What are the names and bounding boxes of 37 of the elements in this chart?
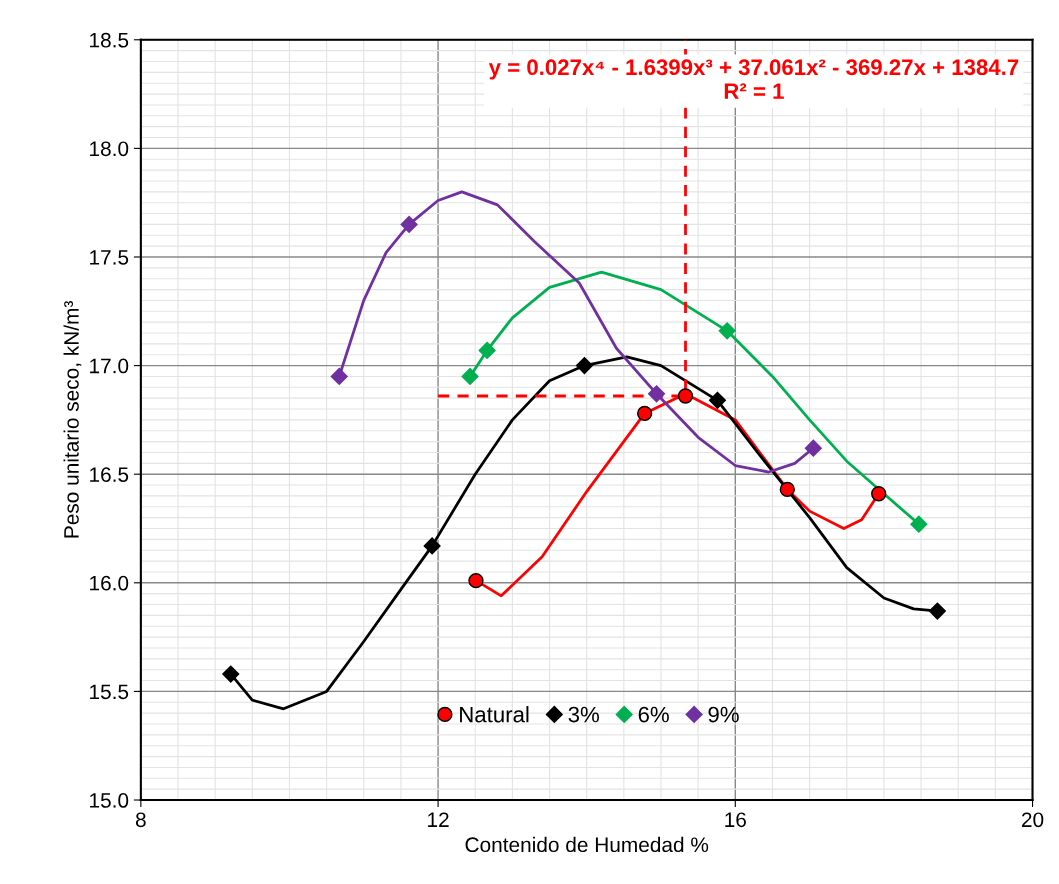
point bbox=[871, 486, 887, 502]
point bbox=[779, 481, 795, 498]
legend-label: 6% bbox=[638, 706, 669, 723]
point bbox=[708, 391, 727, 409]
annotation: y = 0.027x⁴ - 1.6399x³ + 37.061x² - 369.27x + 1384.7 R² = 1 bbox=[488, 59, 1019, 99]
point bbox=[637, 405, 653, 422]
x-tick-label: 8 bbox=[135, 812, 146, 828]
x-tick-label: 16 bbox=[725, 812, 746, 828]
point bbox=[468, 572, 484, 589]
y-tick-label: 16.5 bbox=[90, 467, 129, 482]
x-tick-label: 20 bbox=[1021, 812, 1044, 828]
x-tick-label: 12 bbox=[428, 812, 449, 827]
point bbox=[575, 357, 594, 375]
point bbox=[222, 665, 240, 683]
legend-label: Natural bbox=[460, 706, 529, 723]
point bbox=[461, 367, 479, 386]
point bbox=[400, 215, 418, 233]
point bbox=[928, 602, 946, 620]
x-axis-title: Contenido de Humedad % bbox=[465, 836, 709, 853]
point bbox=[677, 388, 694, 404]
legend-label: 9% bbox=[708, 706, 739, 723]
y-tick-label: 15.5 bbox=[90, 684, 129, 700]
point bbox=[718, 322, 736, 340]
point bbox=[910, 515, 928, 533]
point bbox=[330, 367, 348, 386]
y-tick-label: 17.0 bbox=[90, 358, 129, 374]
point bbox=[804, 439, 822, 457]
legend-label: 3% bbox=[568, 706, 599, 723]
y-axis-title: Peso unitario seco, kN/m³ bbox=[63, 301, 82, 538]
y-tick-label: 16.0 bbox=[90, 575, 129, 591]
point bbox=[423, 537, 441, 555]
y-tick-label: 18.5 bbox=[90, 32, 129, 48]
point bbox=[478, 341, 496, 359]
y-tick-label: 15.0 bbox=[90, 793, 129, 808]
y-tick-label: 17.5 bbox=[90, 250, 129, 265]
point bbox=[647, 385, 666, 403]
y-tick-label: 18.0 bbox=[90, 141, 129, 157]
